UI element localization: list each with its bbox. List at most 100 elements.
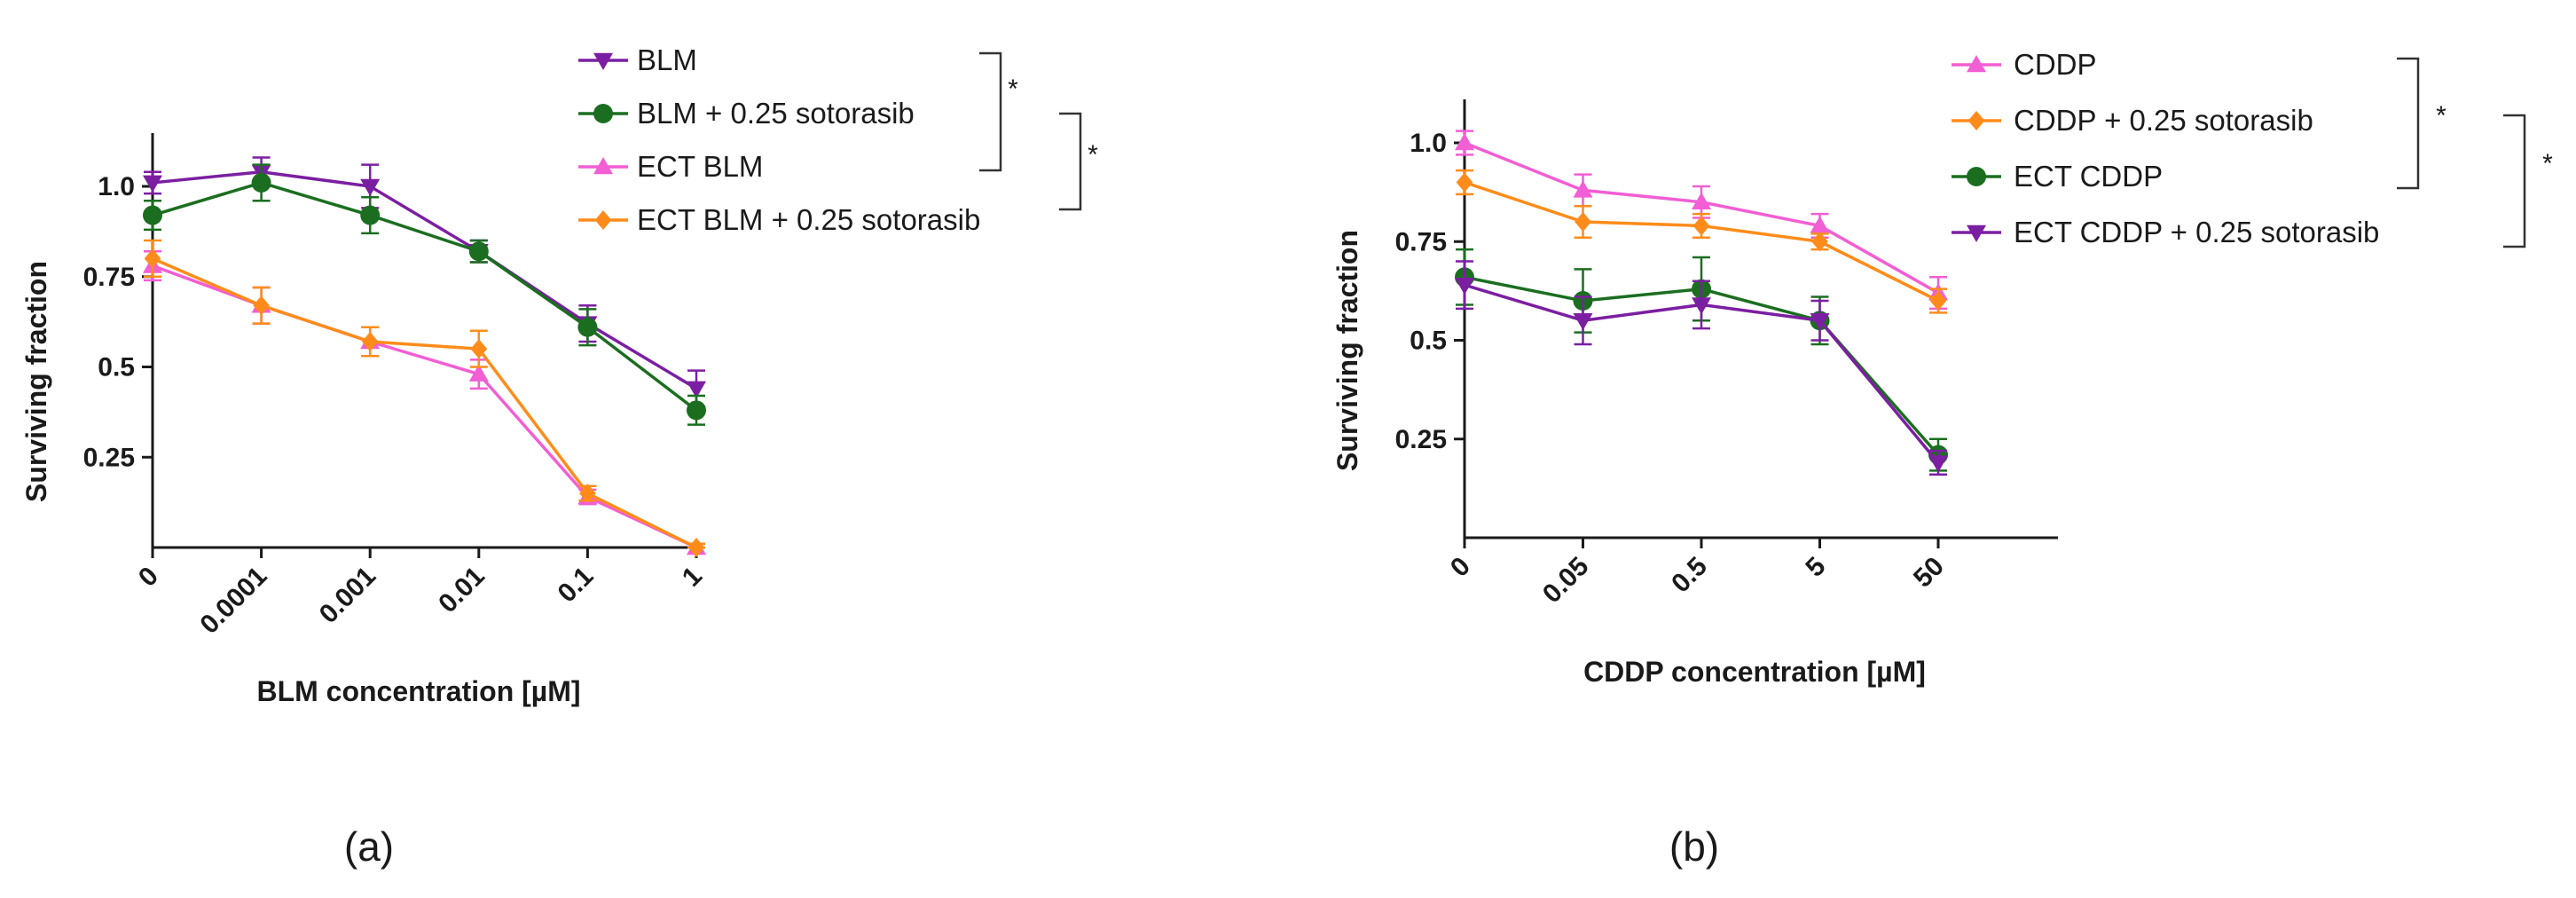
significance-mark: * — [2436, 101, 2446, 130]
x-tick-label: 0.001 — [314, 562, 381, 629]
legend-marker — [1967, 111, 1985, 130]
x-tick-label: 50 — [1908, 552, 1950, 594]
x-tick-label: 0.01 — [433, 562, 491, 619]
significance-bracket — [979, 51, 1002, 172]
legend-entry: BLM — [578, 43, 697, 76]
data-point — [468, 241, 489, 262]
legend-entry: ECT BLM — [578, 150, 763, 183]
data-point — [1573, 180, 1593, 198]
data-point — [1455, 277, 1474, 295]
legend-marker — [1967, 224, 1986, 242]
y-tick-label: 1.0 — [98, 172, 135, 201]
legend-marker — [593, 104, 613, 123]
significance-bracket — [2397, 57, 2420, 190]
legend-marker — [1967, 55, 1986, 73]
data-point — [577, 317, 598, 337]
x-tick-label: 0 — [133, 562, 164, 593]
panel-label: (b) — [1669, 823, 1719, 870]
legend-entry: BLM + 0.25 sotorasib — [578, 97, 915, 130]
data-point — [687, 538, 705, 557]
data-point — [1810, 313, 1830, 331]
series-line — [152, 169, 697, 390]
legend-label: ECT CDDP — [2014, 160, 2163, 193]
data-point — [1811, 232, 1828, 252]
x-tick-label: 0.1 — [553, 562, 600, 609]
legend-label: ECT CDDP + 0.25 sotorasib — [2014, 216, 2379, 248]
data-point — [579, 483, 596, 503]
data-point — [687, 400, 706, 421]
data-point — [468, 364, 489, 382]
series-ect-blm-0-25-sotorasib — [144, 239, 705, 557]
data-point — [144, 248, 161, 269]
x-tick-label: 0.0001 — [194, 562, 272, 640]
series-cddp-0-25-sotorasib — [1456, 169, 1947, 314]
data-point — [687, 381, 706, 398]
x-tick-label: 0.05 — [1537, 552, 1595, 610]
legend-marker — [593, 52, 613, 70]
y-axis-title: Surviving fraction — [1331, 230, 1363, 471]
panel-label: (a) — [344, 823, 394, 870]
series-line — [152, 181, 698, 412]
x-tick-label: 1 — [677, 562, 708, 593]
data-point — [251, 172, 271, 193]
legend-marker — [594, 210, 612, 230]
legend: BLM BLM + 0.25 sotorasib ECT BLM ECT BLM + … — [578, 43, 980, 236]
legend-marker — [1967, 167, 1986, 186]
data-point — [1692, 192, 1711, 209]
significance-bracket — [2503, 114, 2526, 248]
chart-panel-b: 0.25 0.5 0.75 1.0 0 0.05 0.5 5 50 CDDP concentrat… — [1331, 48, 2553, 870]
legend-marker — [593, 157, 613, 175]
legend-label: ECT BLM + 0.25 sotorasib — [637, 203, 980, 236]
legend-label: BLM + 0.25 sotorasib — [637, 97, 915, 130]
data-point — [1573, 313, 1593, 331]
data-point — [1928, 455, 1948, 473]
legend-label: CDDP + 0.25 sotorasib — [2014, 104, 2313, 137]
legend-entry: CDDP + 0.25 sotorasib — [1952, 104, 2313, 137]
series-blm-0-25-sotorasib — [143, 163, 706, 426]
y-axis-title: Surviving fraction — [20, 261, 52, 502]
data-point — [361, 332, 379, 352]
data-point — [1810, 216, 1830, 233]
data-point — [143, 175, 162, 193]
y-tick-label: 0.25 — [83, 443, 135, 472]
legend-label: CDDP — [2014, 48, 2097, 81]
chart-panel-a: 0.25 0.5 0.75 1.0 0 0.0001 0.001 0.01 0.1 1 BLM co… — [20, 43, 1098, 870]
data-point — [1455, 133, 1474, 151]
significance-mark: * — [2542, 149, 2553, 178]
data-point — [1692, 216, 1710, 236]
y-tick-label: 0.75 — [83, 263, 135, 292]
data-point — [1929, 291, 1947, 311]
legend-entry: ECT BLM + 0.25 sotorasib — [578, 203, 980, 236]
y-tick-label: 0.5 — [1410, 327, 1447, 356]
y-tick-label: 0.25 — [1395, 425, 1447, 454]
legend: CDDP CDDP + 0.25 sotorasib ECT CDDP ECT CDD… — [1952, 48, 2379, 248]
data-point — [253, 295, 270, 316]
legend-entry: ECT CDDP — [1952, 160, 2163, 193]
legend-entry: CDDP — [1952, 48, 2097, 81]
data-point — [1456, 172, 1473, 193]
data-point — [470, 339, 488, 359]
data-point — [360, 205, 381, 225]
x-axis-title: CDDP concentration [µM] — [1583, 656, 1926, 688]
significance-mark: * — [1008, 75, 1018, 104]
legend-label: ECT BLM — [637, 150, 763, 183]
legend-entry: ECT CDDP + 0.25 sotorasib — [1952, 216, 2379, 248]
y-tick-label: 1.0 — [1410, 129, 1447, 158]
x-tick-label: 5 — [1800, 552, 1831, 583]
y-tick-label: 0.75 — [1395, 227, 1447, 256]
series-line — [152, 256, 697, 549]
data-point — [1692, 297, 1711, 315]
x-tick-label: 0 — [1445, 552, 1476, 583]
data-point — [143, 205, 162, 225]
x-tick-label: 0.5 — [1666, 552, 1713, 599]
data-point — [360, 178, 381, 196]
x-axis-title: BLM concentration [µM] — [256, 675, 580, 707]
legend-label: BLM — [637, 43, 697, 76]
data-point — [1575, 212, 1591, 232]
series-ect-cddp-0-25-sotorasib — [1455, 260, 1948, 477]
y-tick-label: 0.5 — [98, 353, 135, 382]
series-blm — [143, 156, 706, 408]
significance-mark: * — [1088, 140, 1098, 169]
significance-bracket — [1059, 112, 1082, 211]
